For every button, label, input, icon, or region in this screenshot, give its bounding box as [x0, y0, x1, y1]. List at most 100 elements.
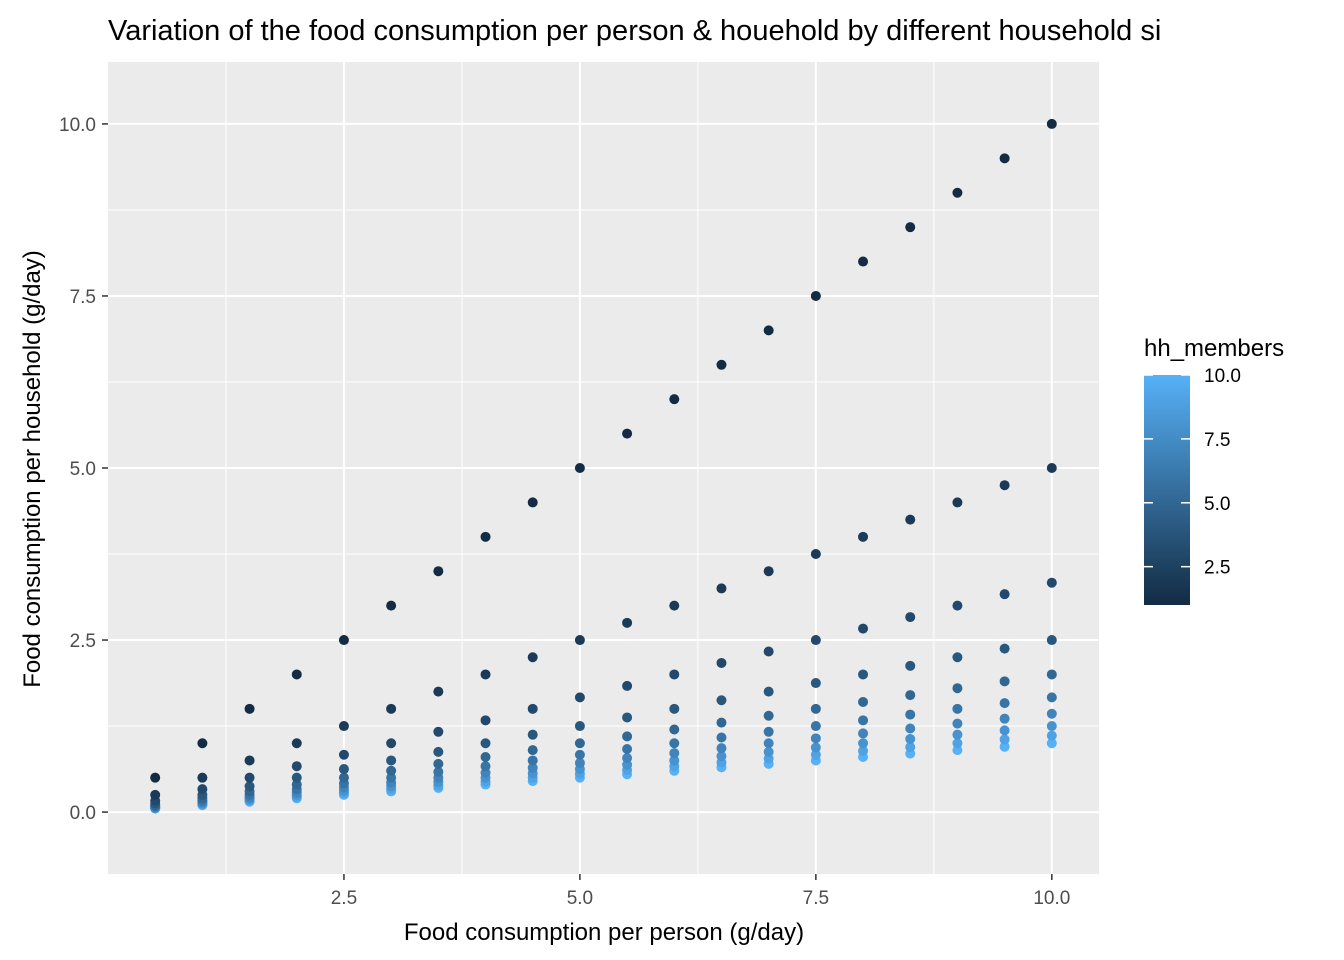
data-point: [291, 761, 302, 772]
y-axis-title: Food consumption per household (g/day): [19, 250, 46, 688]
data-point: [527, 762, 538, 773]
data-point: [622, 680, 633, 691]
data-point: [574, 721, 585, 732]
data-point: [244, 703, 255, 714]
data-point: [669, 703, 680, 714]
data-point: [386, 600, 397, 611]
data-point: [952, 683, 963, 694]
data-point: [669, 394, 680, 405]
data-point: [810, 549, 821, 560]
data-point: [433, 686, 444, 697]
data-point: [480, 669, 491, 680]
data-point: [763, 686, 774, 697]
data-point: [716, 657, 727, 668]
data-point: [433, 746, 444, 757]
x-axis: 2.5 5.0 7.5 10.0: [331, 874, 1070, 909]
data-point: [1046, 730, 1057, 741]
data-point: [480, 715, 491, 726]
data-point: [244, 772, 255, 783]
data-point: [763, 746, 774, 757]
data-point: [999, 480, 1010, 491]
colorbar-tick-label: 7.5: [1204, 430, 1230, 451]
data-point: [810, 733, 821, 744]
y-tick-label: 2.5: [70, 631, 96, 652]
data-point: [810, 721, 821, 732]
data-point: [858, 715, 869, 726]
data-point: [622, 712, 633, 723]
data-point: [858, 531, 869, 542]
y-tick-label: 0.0: [70, 803, 96, 824]
data-point: [1046, 738, 1057, 749]
data-point: [527, 745, 538, 756]
data-point: [999, 698, 1010, 709]
data-point: [527, 729, 538, 740]
data-point: [291, 669, 302, 680]
data-point: [952, 745, 963, 756]
data-point: [1046, 577, 1057, 588]
y-axis: 0.0 2.5 5.0 7.5 10.0: [59, 115, 108, 824]
data-point: [858, 696, 869, 707]
data-point: [150, 789, 161, 800]
x-tick-label: 5.0: [567, 888, 593, 909]
data-point: [291, 738, 302, 749]
data-point: [574, 757, 585, 768]
x-tick-label: 10.0: [1033, 888, 1070, 909]
data-point: [716, 717, 727, 728]
data-point: [905, 733, 916, 744]
data-point: [291, 772, 302, 783]
data-point: [669, 738, 680, 749]
data-point: [386, 738, 397, 749]
data-point: [763, 566, 774, 577]
data-point: [999, 589, 1010, 600]
data-point: [716, 359, 727, 370]
data-point: [999, 725, 1010, 736]
data-point: [669, 755, 680, 766]
data-point: [197, 772, 208, 783]
data-point: [810, 678, 821, 689]
data-point: [338, 764, 349, 775]
data-point: [716, 732, 727, 743]
data-point: [952, 738, 963, 749]
data-point: [1046, 721, 1057, 732]
data-point: [905, 514, 916, 525]
x-tick-label: 7.5: [803, 888, 829, 909]
data-point: [386, 755, 397, 766]
data-point: [858, 738, 869, 749]
y-tick-label: 7.5: [70, 287, 96, 308]
data-point: [386, 703, 397, 714]
data-point: [763, 646, 774, 657]
colorbar: [1144, 375, 1190, 605]
data-point: [197, 784, 208, 795]
data-point: [338, 721, 349, 732]
data-point: [338, 749, 349, 760]
data-point: [386, 765, 397, 776]
data-point: [999, 741, 1010, 752]
data-point: [763, 325, 774, 336]
data-point: [197, 738, 208, 749]
data-point: [858, 728, 869, 739]
data-point: [952, 652, 963, 663]
data-point: [763, 726, 774, 737]
data-point: [527, 703, 538, 714]
colorbar-legend: hh_members 2.5 5.0 7.5 10.0: [1144, 335, 1284, 605]
data-point: [716, 743, 727, 754]
data-point: [574, 749, 585, 760]
data-point: [669, 748, 680, 759]
x-axis-title: Food consumption per person (g/day): [404, 919, 804, 946]
legend-title: hh_members: [1144, 335, 1284, 362]
data-point: [999, 643, 1010, 654]
data-point: [433, 766, 444, 777]
data-point: [716, 695, 727, 706]
data-point: [905, 612, 916, 623]
data-point: [480, 531, 491, 542]
data-point: [574, 692, 585, 703]
data-point: [999, 734, 1010, 745]
data-point: [574, 635, 585, 646]
data-point: [858, 745, 869, 756]
data-point: [952, 187, 963, 198]
data-point: [905, 709, 916, 720]
data-point: [858, 669, 869, 680]
data-point: [480, 761, 491, 772]
data-point: [858, 623, 869, 634]
